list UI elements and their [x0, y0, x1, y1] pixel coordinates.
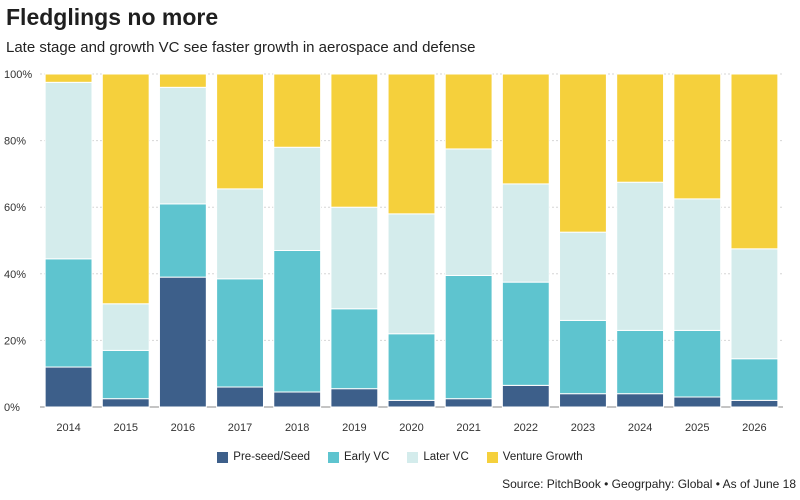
legend-label: Early VC [344, 451, 390, 463]
bar-segment [501, 183, 550, 283]
bar-segment [387, 213, 436, 335]
bar-segment [501, 73, 550, 185]
bar-segment [616, 181, 665, 331]
legend-swatch [407, 451, 419, 463]
bar-segment [616, 393, 665, 408]
bar-segment [616, 73, 665, 183]
chart-title: Fledglings no more [6, 4, 219, 30]
bar-segment [330, 206, 379, 310]
x-tick-label: 2024 [628, 422, 652, 434]
bar-segment [330, 308, 379, 390]
bar-segment [444, 398, 493, 408]
bar-segment [387, 333, 436, 401]
bar-segment [501, 281, 550, 386]
bar-segment [730, 399, 779, 408]
bar-segment [44, 258, 93, 368]
y-tick-label: 0% [4, 402, 20, 414]
legend: Pre-seed/Seed Early VC Later VC Venture Gro… [0, 451, 800, 463]
bar-segment [216, 188, 264, 280]
legend-item: Early VC [328, 451, 389, 463]
bar-segment [216, 73, 264, 190]
bar-segment [330, 73, 379, 208]
x-tick-label: 2025 [685, 422, 709, 434]
bar-layer [44, 73, 779, 408]
legend-item: Pre-seed/Seed [217, 451, 310, 463]
y-axis-ticks: 0% 20% 40% 60% 80% 100% [4, 69, 32, 414]
bar-segment [559, 73, 607, 233]
legend-label: Pre-seed/Seed [233, 451, 311, 463]
x-tick-label: 2022 [514, 422, 538, 434]
bar-segment [559, 393, 607, 408]
bar-segment [673, 396, 722, 408]
legend-label: Later VC [423, 451, 469, 463]
x-tick-label: 2017 [228, 422, 252, 434]
chart-subtitle: Late stage and growth VC see faster grow… [6, 39, 476, 56]
x-tick-label: 2015 [113, 422, 137, 434]
bar-segment [101, 349, 150, 400]
x-tick-label: 2026 [742, 422, 766, 434]
bar-segment [501, 384, 550, 408]
x-tick-label: 2018 [285, 422, 309, 434]
bar-segment [101, 398, 150, 408]
bar-segment [158, 276, 207, 408]
bar-segment [387, 73, 436, 215]
bar-segment [101, 73, 150, 305]
bar-segment [730, 358, 779, 401]
x-tick-label: 2016 [171, 422, 195, 434]
x-tick-label: 2023 [571, 422, 595, 434]
bar-segment [273, 146, 322, 251]
bar-segment [444, 274, 493, 400]
legend-item: Venture Growth [486, 451, 583, 463]
bar-segment [444, 148, 493, 276]
bar-segment [673, 198, 722, 331]
y-tick-label: 60% [4, 202, 26, 214]
x-tick-label: 2021 [456, 422, 480, 434]
bar-segment [673, 329, 722, 398]
x-tick-label: 2020 [399, 422, 423, 434]
bar-segment [730, 248, 779, 360]
y-tick-label: 20% [4, 335, 26, 347]
bar-segment [273, 73, 322, 148]
bar-segment [273, 391, 322, 408]
legend-item: Later VC [407, 451, 469, 463]
bar-segment [216, 386, 264, 408]
bar-segment [158, 203, 207, 278]
bar-segment [559, 319, 607, 395]
bar-segment [730, 73, 779, 250]
bar-segment [44, 73, 93, 83]
bar-segment [216, 278, 264, 388]
bar-segment [273, 249, 322, 393]
bar-segment [44, 81, 93, 260]
legend-label: Venture Growth [502, 451, 583, 463]
x-axis-ticks: 2014 2015 2016 2017 2018 2019 2020 2021 2022 2023… [56, 422, 766, 434]
bar-segment [559, 231, 607, 321]
bar-segment [158, 73, 207, 88]
bar-segment [444, 73, 493, 150]
x-tick-label: 2014 [56, 422, 80, 434]
source-note: Source: PitchBook • Geogrpahy: Global • … [502, 477, 796, 491]
stacked-bar-chart: 0%20%40%60%80%100% 2014 2015 2016 2017 2018 2… [4, 69, 783, 434]
bar-segment [101, 303, 150, 351]
bar-segment [387, 399, 436, 408]
y-tick-label: 40% [4, 269, 26, 281]
bar-segment [44, 366, 93, 408]
y-tick-label: 80% [4, 136, 26, 148]
bar-segment [673, 73, 722, 200]
bar-segment [158, 86, 207, 205]
legend-swatch [328, 451, 340, 463]
y-tick-label: 100% [4, 69, 32, 81]
x-tick-label: 2019 [342, 422, 366, 434]
legend-swatch [217, 451, 229, 463]
legend-swatch [486, 451, 498, 463]
bar-segment [330, 388, 379, 408]
bar-segment [616, 329, 665, 395]
